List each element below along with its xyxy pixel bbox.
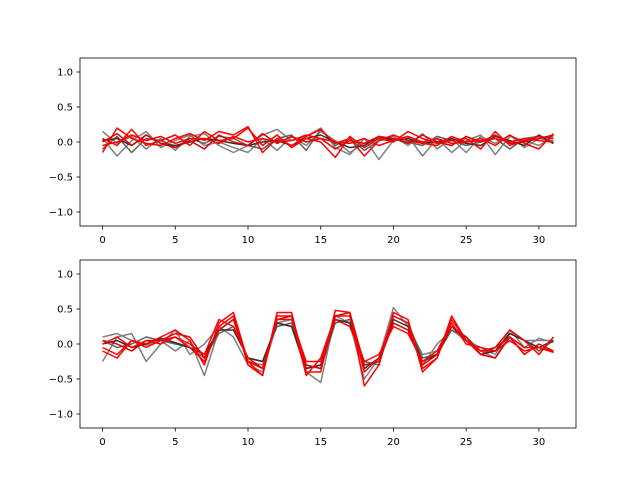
series-line-4 bbox=[102, 134, 554, 149]
x-tick-label: 25 bbox=[460, 235, 473, 246]
subplot-top: 0 5 10 15 20 25 30 −1.0 −0.5 0.0 0.5 1.0 bbox=[49, 57, 577, 246]
x-tick-label: 5 bbox=[172, 437, 178, 448]
y-tick-label: 1.0 bbox=[57, 270, 73, 281]
y-tick-label: −0.5 bbox=[49, 375, 73, 386]
y-tick-label: −1.0 bbox=[49, 208, 73, 219]
x-tick-label: 10 bbox=[242, 437, 255, 448]
series-line-5 bbox=[101, 125, 554, 157]
y-tick-label: 0.5 bbox=[57, 103, 73, 114]
x-tick-label: 0 bbox=[99, 437, 105, 448]
series-line-6 bbox=[102, 127, 554, 159]
x-tick-label: 0 bbox=[99, 235, 105, 246]
series-group bbox=[101, 125, 554, 161]
series-line-8 bbox=[102, 134, 554, 147]
y-tick-label: 0.0 bbox=[57, 340, 73, 351]
x-tick-label: 30 bbox=[533, 235, 546, 246]
x-tick-label: 15 bbox=[314, 235, 327, 246]
subplot-bottom: 0 5 10 15 20 25 30 −1.0 −0.5 0.0 0.5 1.0 bbox=[49, 259, 577, 448]
x-tick-label: 5 bbox=[172, 235, 178, 246]
x-tick-label: 30 bbox=[533, 437, 546, 448]
x-tick-label: 20 bbox=[387, 235, 400, 246]
y-tick-label: 1.0 bbox=[57, 68, 73, 79]
y-tick-label: 0.0 bbox=[57, 138, 73, 149]
x-tick-label: 10 bbox=[242, 235, 255, 246]
x-tick-label: 15 bbox=[314, 437, 327, 448]
y-tick-label: −1.0 bbox=[49, 410, 73, 421]
x-tick-label: 25 bbox=[460, 437, 473, 448]
y-tick-label: 0.5 bbox=[57, 305, 73, 316]
x-tick-label: 20 bbox=[387, 437, 400, 448]
y-tick-label: −0.5 bbox=[49, 173, 73, 184]
series-line-8 bbox=[102, 318, 554, 370]
series-group bbox=[101, 306, 555, 387]
